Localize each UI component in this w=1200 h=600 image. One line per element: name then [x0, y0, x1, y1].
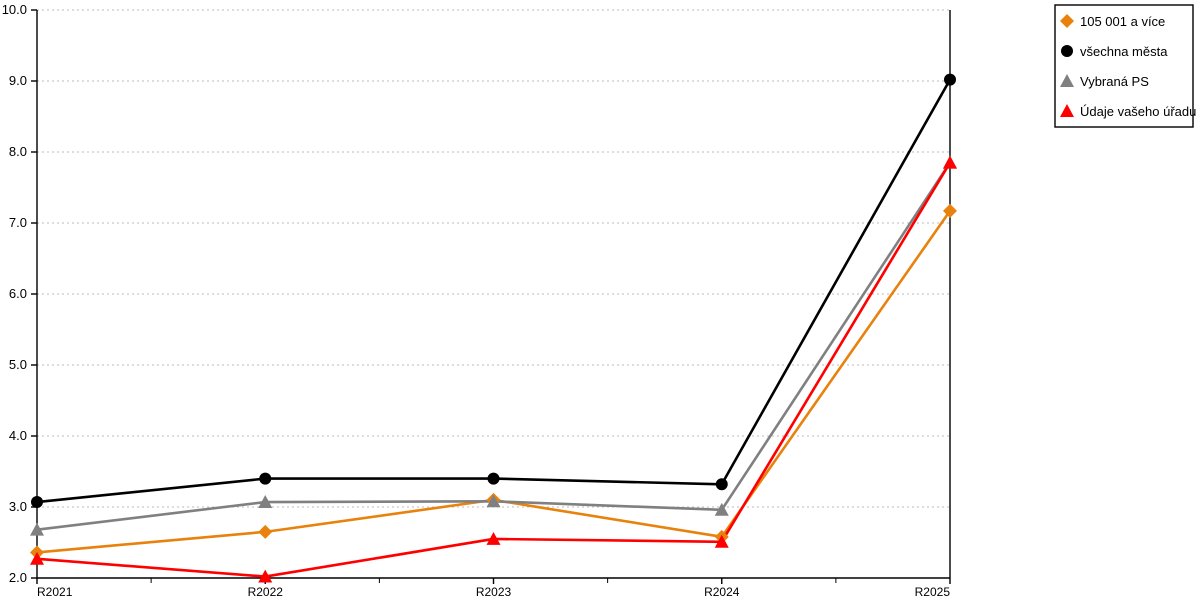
data-point-circle — [715, 478, 728, 491]
data-point-triangle — [258, 495, 273, 508]
data-point-diamond — [1060, 14, 1074, 28]
legend-item[interactable]: všechna města — [1061, 44, 1168, 59]
data-point-circle — [487, 472, 500, 485]
triangle-marker — [714, 502, 729, 516]
y-axis-tick-label: 8.0 — [9, 144, 27, 159]
y-axis-tick-label: 6.0 — [9, 286, 27, 301]
triangle-marker — [30, 551, 44, 565]
y-axis-tick-label: 9.0 — [9, 73, 27, 88]
triangle-marker — [714, 534, 729, 548]
data-point-triangle — [30, 522, 44, 536]
data-point-triangle — [258, 569, 273, 583]
triangle-marker — [258, 569, 273, 583]
data-point-triangle — [1060, 104, 1074, 117]
legend-item[interactable]: Vybraná PS — [1060, 74, 1149, 89]
circle-marker — [31, 496, 43, 509]
data-point-triangle — [486, 531, 501, 545]
triangle-marker — [486, 494, 501, 508]
data-point-circle — [31, 496, 43, 509]
y-axis-tick-label: 7.0 — [9, 215, 27, 230]
data-point-triangle — [943, 155, 957, 169]
y-axis-tick-label: 10.0 — [2, 2, 27, 17]
x-axis-tick-label: R2024 — [704, 585, 740, 599]
data-point-circle — [259, 472, 272, 485]
y-axis-tick-label: 5.0 — [9, 357, 27, 372]
triangle-marker — [1060, 74, 1074, 87]
circle-marker — [1061, 45, 1073, 57]
legend-item-label: Vybraná PS — [1080, 74, 1149, 89]
circle-marker — [259, 472, 272, 485]
data-point-diamond — [943, 203, 957, 218]
y-axis-tick-label: 3.0 — [9, 499, 27, 514]
x-axis-tick-label: R2021 — [37, 585, 73, 599]
legend-box — [1054, 4, 1194, 128]
diamond-marker — [1060, 14, 1074, 28]
y-axis-tick-label: 4.0 — [9, 428, 27, 443]
triangle-marker — [943, 155, 957, 169]
diamond-marker — [258, 524, 273, 539]
diamond-marker — [943, 203, 957, 218]
data-point-diamond — [258, 524, 273, 539]
data-point-triangle — [714, 534, 729, 548]
legend-item-label: všechna města — [1080, 44, 1168, 59]
data-point-triangle — [30, 551, 44, 565]
series-line — [35, 78, 952, 504]
data-point-circle — [944, 73, 956, 86]
y-axis-tick-label: 2.0 — [9, 570, 27, 585]
x-axis-tick-label: R2023 — [476, 585, 512, 599]
circle-marker — [944, 73, 956, 86]
legend-item-label: 105 001 a více — [1080, 14, 1165, 29]
x-axis-tick-label: R2025 — [915, 585, 951, 599]
circle-marker — [715, 478, 728, 491]
legend-item[interactable]: 105 001 a více — [1060, 14, 1165, 29]
triangle-marker — [258, 495, 273, 508]
triangle-marker — [30, 522, 44, 536]
data-point-circle — [1061, 45, 1073, 57]
data-point-triangle — [1060, 74, 1074, 87]
triangle-marker — [1060, 104, 1074, 117]
data-point-triangle — [714, 502, 729, 516]
triangle-marker — [486, 531, 501, 545]
data-point-triangle — [486, 494, 501, 508]
x-axis-tick-label: R2022 — [248, 585, 284, 599]
legend-item[interactable]: Údaje vašeho úřadu — [1060, 104, 1196, 119]
legend-item-label: Údaje vašeho úřadu — [1080, 104, 1196, 119]
circle-marker — [487, 472, 500, 485]
